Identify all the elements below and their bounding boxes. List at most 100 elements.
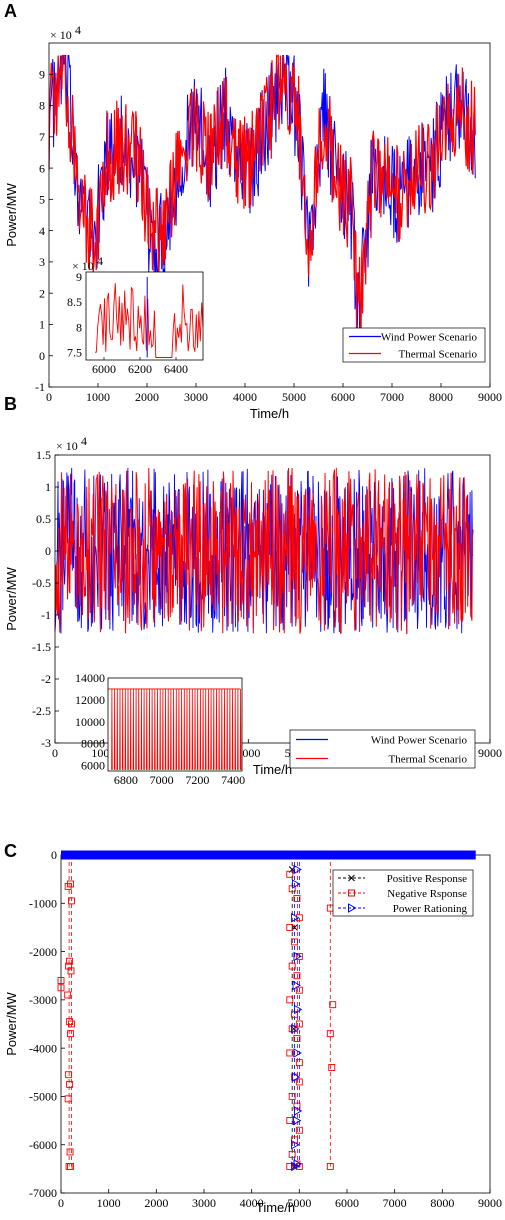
- b-inset-x-tick-label: 7400: [221, 773, 245, 787]
- a-x-axis-label: Time/h: [250, 406, 289, 421]
- b-x-tick-label: 0: [52, 746, 58, 760]
- b-y-axis-label: Power/MW: [4, 566, 19, 630]
- b-inset-series-line: [111, 688, 242, 770]
- c-point-rationing: [293, 951, 302, 962]
- b-inset-x-tick-label: 7000: [150, 773, 174, 787]
- c-point-negative: [326, 1162, 334, 1170]
- c-point-negative: [68, 897, 75, 905]
- a-inset-frame: [85, 271, 204, 361]
- c-point-negative: [286, 870, 294, 878]
- a-x-tick-label: 9000: [478, 390, 502, 404]
- b-inset-frame: [107, 677, 243, 772]
- a-x-tick-label: 4000: [233, 390, 257, 404]
- b-inset-y-tick-label: 14000: [75, 671, 105, 685]
- b-panel-label: B: [4, 394, 17, 414]
- c-point-negative: [326, 1030, 334, 1038]
- b-inset-y-tick-label: 8000: [81, 737, 105, 751]
- c-y-tick-label: 0: [51, 848, 57, 862]
- c-point-negative: [57, 977, 65, 984]
- c-point-negative: [67, 1030, 74, 1038]
- c-point-rationing: [291, 912, 300, 923]
- b-y-tick-label: 0.5: [36, 512, 51, 526]
- a-inset-series-line: [95, 283, 204, 358]
- a-x-tick-label: 0: [46, 390, 52, 404]
- c-x-tick-label: 3000: [192, 1196, 216, 1210]
- c-point-negative: [286, 996, 294, 1004]
- c-point-negative: [286, 1049, 294, 1057]
- a-inset-x-tick-label: 6400: [164, 362, 188, 376]
- a-y-tick-label: 2: [39, 286, 45, 300]
- c-point-negative: [57, 984, 65, 992]
- c-point-negative: [67, 880, 74, 888]
- c-point-negative: [64, 882, 72, 890]
- c-point-negative: [293, 972, 301, 980]
- a-y-tick-label: 5: [39, 193, 45, 207]
- c-point-negative: [286, 923, 294, 931]
- a-inset-exponent-power: 4: [97, 254, 103, 268]
- c-legend-marker-negative: [348, 889, 355, 897]
- c-point-negative: [65, 962, 73, 970]
- c-y-tick-label: -7000: [29, 1186, 57, 1200]
- c-y-tick-label: -2000: [29, 945, 57, 959]
- b-legend-label-thermal: Thermal Scenario: [389, 754, 468, 766]
- a-y-tick-label: -1: [35, 380, 45, 394]
- c-point-negative: [295, 952, 303, 960]
- c-point-negative: [291, 938, 299, 946]
- a-legend-label-thermal: Thermal Scenario: [399, 349, 478, 361]
- c-point-rationing: [293, 1048, 302, 1058]
- b-y-tick-label: -2: [41, 672, 51, 686]
- a-inset-y-tick-label: 8: [76, 320, 82, 334]
- b-legend-box: [289, 729, 476, 769]
- a-legend-box: [342, 327, 486, 363]
- a-y-tick-label: 9: [39, 67, 45, 81]
- c-y-tick-label: -4000: [29, 1041, 57, 1055]
- c-point-negative: [328, 1064, 336, 1071]
- a-exponent-label: × 10: [50, 28, 72, 42]
- panel-c: C Time/h Power/MW 0 1000 2000 3000 4000 5000 6000…: [4, 841, 502, 1215]
- c-point-negative: [64, 1095, 72, 1103]
- b-inset-y-tick-label: 10000: [75, 715, 105, 729]
- c-x-axis-label: Time/h: [256, 1200, 295, 1215]
- c-point-negative: [68, 1020, 75, 1028]
- c-x-tick-label: 9000: [478, 1196, 502, 1210]
- c-point-negative: [293, 1102, 301, 1110]
- b-y-tick-label: -0.5: [32, 576, 51, 590]
- a-exponent-power: 4: [75, 23, 81, 37]
- b-y-tick-label: 1.5: [36, 448, 51, 462]
- c-point-negative: [286, 1117, 294, 1125]
- b-exponent-power: 4: [81, 434, 87, 448]
- c-point-negative: [64, 991, 72, 999]
- c-x-tick-label: 2000: [144, 1196, 168, 1210]
- c-legend-box: [332, 869, 474, 917]
- b-y-tick-label: -2.5: [32, 704, 51, 718]
- a-y-tick-label: 4: [39, 224, 45, 238]
- b-y-tick-label: -1.5: [32, 640, 51, 654]
- b-inset-x-tick-label: 7200: [185, 773, 209, 787]
- c-x-tick-label: 8000: [430, 1196, 454, 1210]
- c-legend-label-rationing: Power Rationing: [393, 903, 468, 915]
- a-series-line-wind: [48, 55, 476, 332]
- c-point-negative: [295, 914, 303, 922]
- a-x-tick-label: 2000: [135, 390, 159, 404]
- a-plot-frame: [48, 42, 491, 388]
- b-legend-label-wind: Wind Power Scenario: [371, 735, 468, 747]
- a-x-tick-label: 1000: [86, 390, 110, 404]
- c-legend-label-positive: Positive Response: [387, 873, 467, 885]
- a-inset-y-tick-label: 9: [76, 270, 82, 284]
- c-point-negative: [286, 1162, 294, 1170]
- a-x-tick-label: 7000: [380, 390, 404, 404]
- c-point-negative: [295, 1020, 303, 1028]
- c-y-tick-label: -5000: [29, 1090, 57, 1104]
- c-x-tick-label: 5000: [287, 1196, 311, 1210]
- b-x-tick-label: 9000: [478, 746, 502, 760]
- c-point-negative: [65, 1071, 73, 1079]
- a-panel-label: A: [4, 1, 17, 21]
- a-y-tick-label: 8: [39, 99, 45, 113]
- c-panel-label: C: [4, 841, 17, 861]
- a-x-tick-label: 8000: [429, 390, 453, 404]
- c-legend-marker-rationing: [348, 903, 357, 913]
- a-y-tick-label: 1: [39, 318, 45, 332]
- a-inset-y-tick-label: 7.5: [67, 345, 82, 359]
- a-inset-x-tick-label: 6200: [128, 362, 152, 376]
